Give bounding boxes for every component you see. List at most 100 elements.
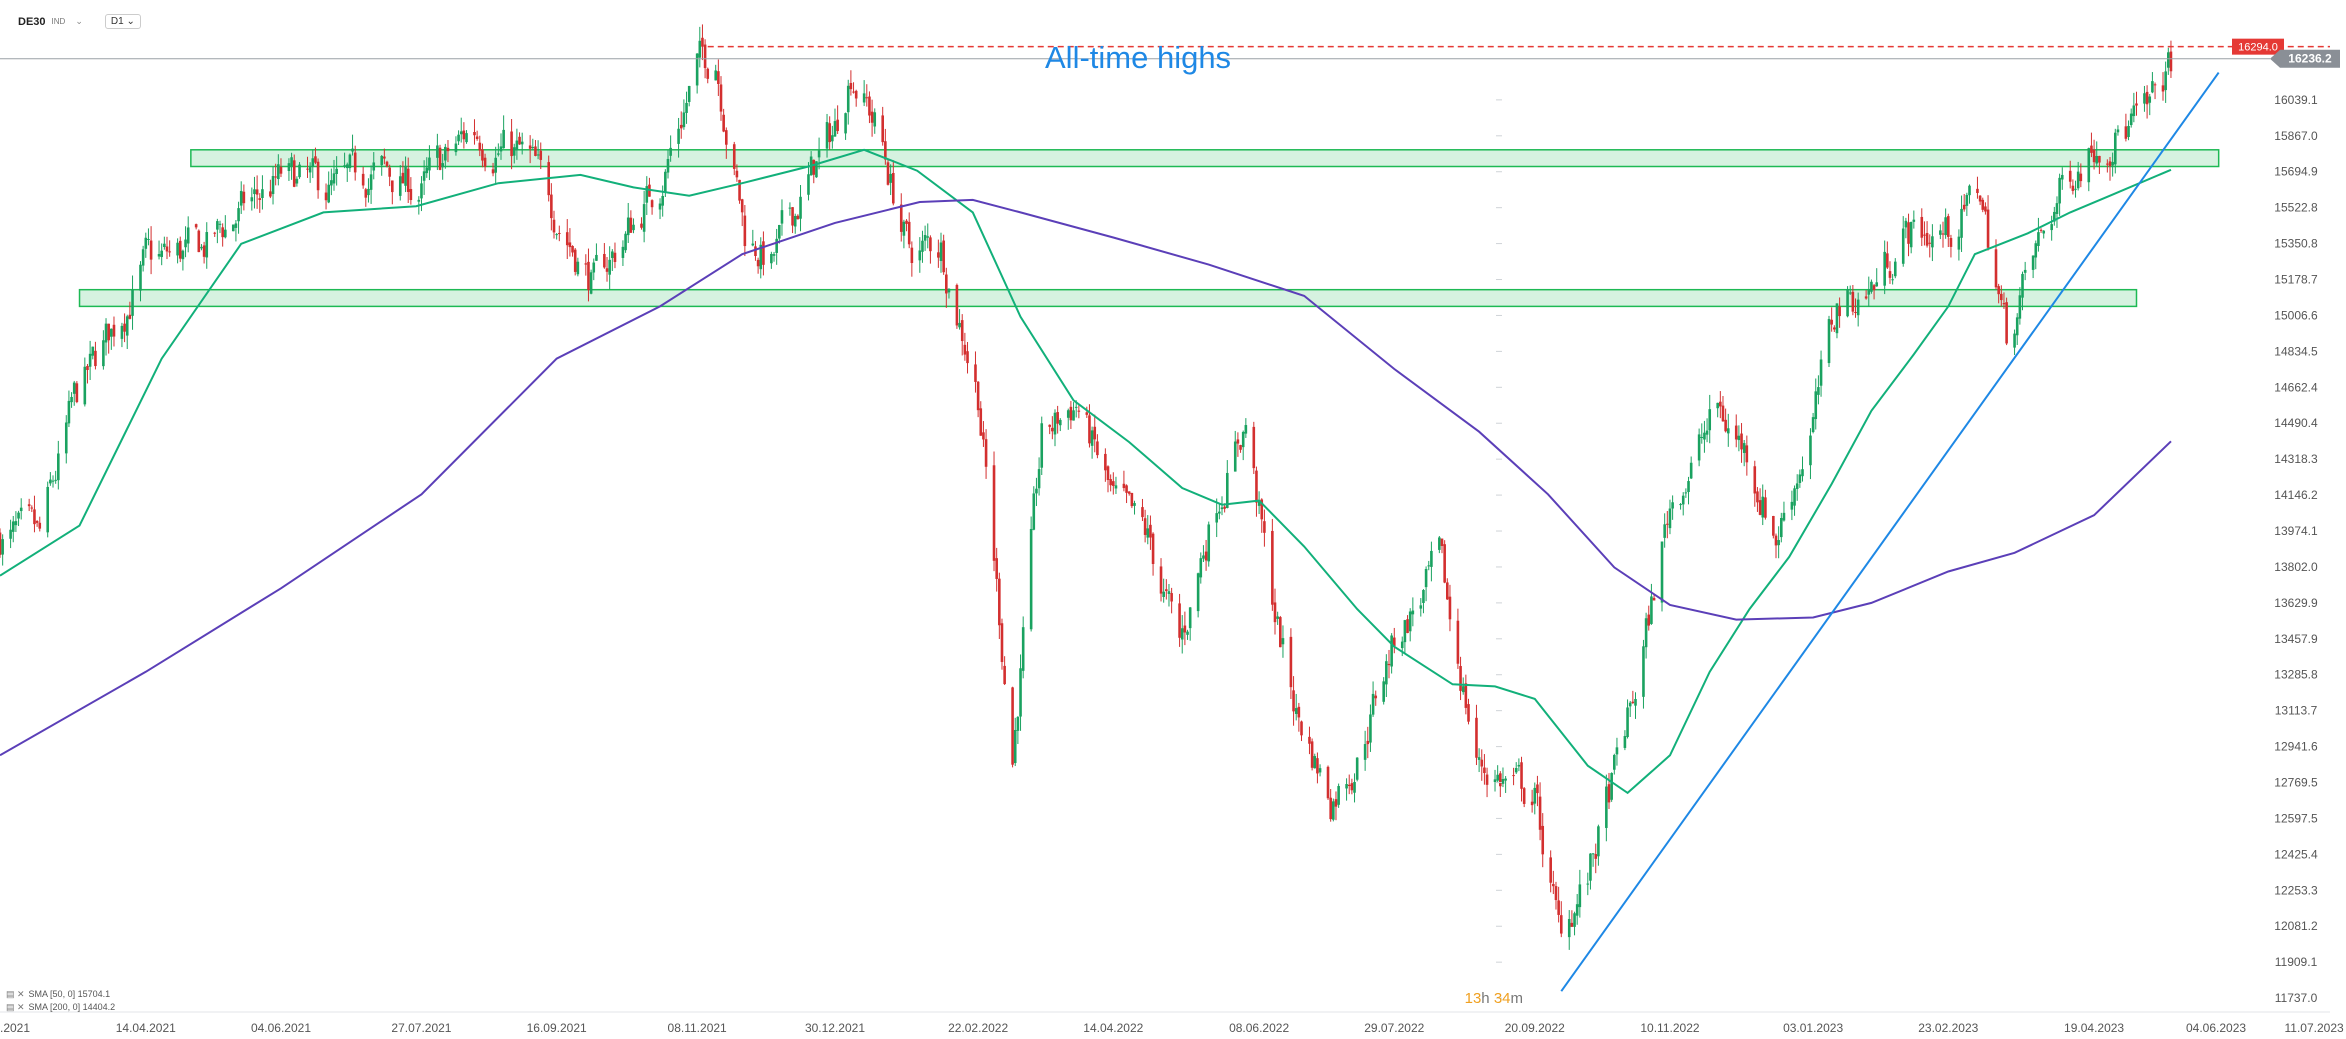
- candle-body: [611, 251, 614, 258]
- candle-body: [1493, 779, 1497, 783]
- candle-body: [770, 253, 773, 264]
- candle-body: [1679, 504, 1682, 506]
- candle-body: [224, 229, 227, 238]
- candle-body: [1726, 428, 1730, 434]
- candle-body: [552, 219, 556, 233]
- candle-body: [353, 152, 357, 173]
- y-axis[interactable]: 16039.1 15867.0 15694.9 15522.8 15350.8 15178…: [1496, 93, 2318, 1005]
- candle-body: [2037, 232, 2040, 246]
- candle-body: [261, 189, 264, 198]
- candle-body: [1827, 319, 1831, 364]
- legend-item-sma50[interactable]: ▤ ✕ SMA [50, 0] 15704.1: [6, 988, 115, 1001]
- candle-body: [234, 223, 238, 228]
- chevron-down-icon[interactable]: ⌄: [75, 16, 83, 26]
- candle-body: [141, 249, 145, 266]
- x-tick-label: 19.04.2023: [2064, 1021, 2124, 1035]
- candle-body: [1846, 289, 1849, 317]
- candle-body: [147, 238, 150, 240]
- candle-body: [632, 224, 635, 231]
- candle-body: [1085, 412, 1089, 415]
- candle-body: [1851, 291, 1855, 312]
- candle-body: [1093, 426, 1097, 440]
- x-axis[interactable]: 18.02.2021 14.04.2021 04.06.2021 27.07.2021…: [0, 1011, 2344, 1035]
- candle-body: [1578, 884, 1582, 908]
- candle-body: [759, 244, 763, 270]
- candle-body: [870, 111, 874, 123]
- candle-body: [231, 224, 235, 232]
- candle-body: [345, 164, 349, 169]
- candle-body: [677, 128, 680, 144]
- candle-body: [1366, 740, 1370, 745]
- y-tick-label: 14662.4: [2274, 380, 2318, 394]
- candle-body: [550, 194, 553, 219]
- candle-body: [287, 163, 291, 172]
- candle-body: [1300, 721, 1303, 736]
- candle-body: [1668, 508, 1672, 529]
- eye-x-icon[interactable]: ▤ ✕: [6, 989, 25, 999]
- candle-body: [645, 186, 649, 203]
- candle-body: [889, 173, 892, 183]
- candle-body: [441, 163, 444, 168]
- candle-body: [1326, 766, 1330, 799]
- candle-body: [1920, 216, 1924, 238]
- candle-body: [1790, 501, 1794, 510]
- candle-body: [844, 113, 847, 134]
- timer-m-unit: m: [1510, 990, 1524, 1007]
- candle-body: [626, 217, 630, 236]
- candle-body: [1058, 419, 1062, 426]
- candle-body: [899, 204, 903, 232]
- legend-item-sma200[interactable]: ▤ ✕ SMA [200, 0] 14404.2: [6, 1001, 115, 1014]
- candle-body: [1591, 853, 1595, 855]
- candle-body: [1104, 453, 1107, 471]
- candle-body: [2055, 203, 2059, 214]
- candle-body: [1183, 625, 1187, 633]
- candle-body: [791, 207, 794, 226]
- candle-body: [788, 207, 792, 209]
- candle-body: [650, 200, 654, 208]
- candle-body: [1809, 435, 1812, 466]
- candle-body: [1994, 249, 1998, 288]
- candle-body: [181, 250, 185, 260]
- candle-body: [1141, 507, 1144, 518]
- candle-body: [160, 250, 163, 258]
- support-resistance-zone: [78, 288, 2138, 308]
- candle-body: [1856, 299, 1860, 316]
- candle-body: [1538, 796, 1542, 830]
- candle-body: [565, 232, 569, 246]
- candle-body: [1607, 784, 1611, 803]
- candle-body: [1037, 469, 1041, 489]
- candle-body: [719, 84, 723, 112]
- candle-body: [1019, 668, 1022, 717]
- candle-body: [1387, 663, 1391, 666]
- symbol-label[interactable]: DE30: [18, 15, 46, 28]
- candle-body: [398, 176, 402, 196]
- candle-body: [367, 188, 370, 196]
- candle-body: [253, 189, 256, 195]
- candle-body: [1530, 801, 1534, 806]
- candle-body: [483, 157, 487, 167]
- candle-body: [1385, 661, 1388, 685]
- candle-body: [929, 237, 932, 252]
- candle-body: [2002, 303, 2006, 305]
- candle-body: [682, 112, 686, 128]
- candle-body: [1795, 483, 1799, 489]
- timer-minutes: 34: [1493, 990, 1511, 1007]
- candle-body: [1838, 306, 1841, 317]
- candle-body: [38, 522, 42, 529]
- candle-body: [1501, 779, 1505, 784]
- eye-x-icon[interactable]: ▤ ✕: [6, 1002, 25, 1012]
- candle-body: [2124, 126, 2128, 139]
- candle-body: [685, 102, 688, 113]
- candle-body: [1830, 319, 1833, 325]
- candle-body: [1199, 558, 1203, 578]
- candle-body: [1761, 496, 1765, 518]
- timeframe-selector[interactable]: D1 ⌄: [104, 14, 141, 29]
- candle-body: [812, 159, 816, 175]
- candle-body: [2106, 163, 2109, 165]
- x-tick-label: 14.04.2022: [1083, 1021, 1143, 1035]
- candle-body: [1112, 481, 1115, 486]
- candle-body: [1891, 279, 1894, 281]
- candle-body: [605, 268, 609, 272]
- y-tick-label: 13285.8: [2274, 668, 2318, 682]
